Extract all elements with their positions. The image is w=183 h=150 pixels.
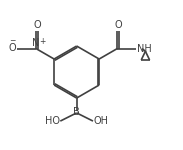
Text: −: − <box>9 36 16 45</box>
Text: O: O <box>114 20 122 30</box>
Text: OH: OH <box>94 116 109 126</box>
Text: O: O <box>33 20 41 30</box>
Text: HO: HO <box>44 116 59 126</box>
Text: +: + <box>39 37 46 46</box>
Text: O: O <box>8 43 16 53</box>
Text: N: N <box>32 38 40 48</box>
Text: B: B <box>73 107 80 117</box>
Text: NH: NH <box>137 44 152 54</box>
